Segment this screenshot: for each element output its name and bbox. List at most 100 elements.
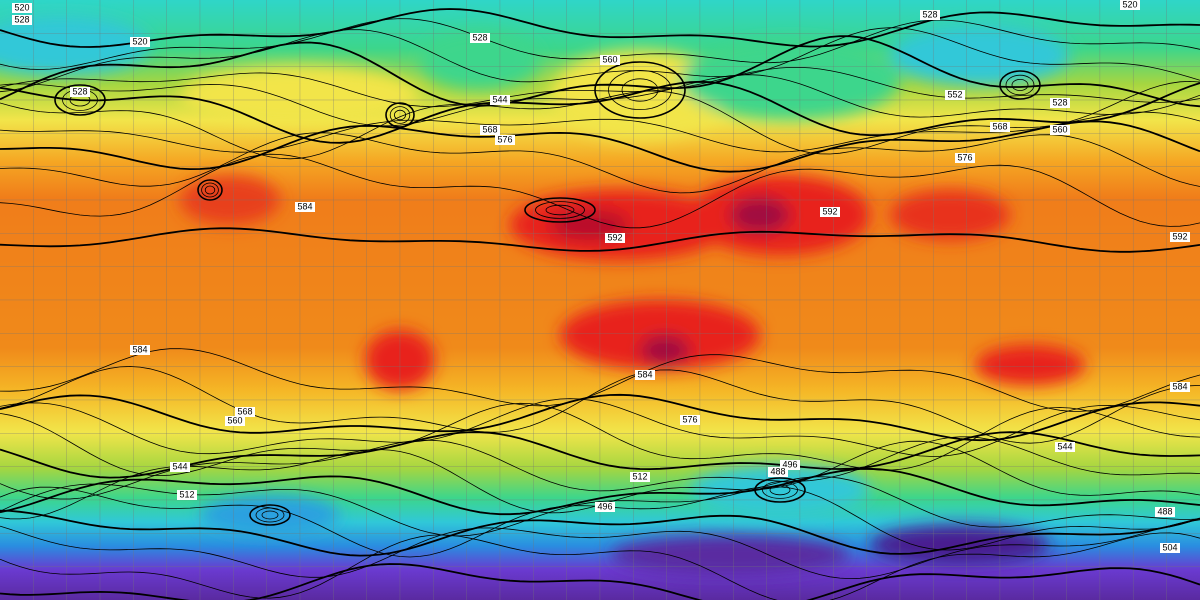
closed-contour [762, 481, 798, 499]
label-box [600, 55, 620, 65]
contour-line [0, 402, 1200, 477]
contour-line [0, 8, 1200, 48]
contour-label: 528 [72, 86, 87, 96]
contour-label: 488 [770, 466, 785, 476]
closed-contour [385, 102, 415, 128]
closed-contour [608, 70, 672, 111]
contour-label: 528 [14, 14, 29, 24]
label-box [225, 416, 245, 426]
contour-label: 512 [632, 471, 647, 481]
contour-line [0, 467, 1200, 516]
contour-line [0, 431, 1200, 479]
label-box [470, 33, 490, 43]
contour-label: 520 [132, 36, 147, 46]
contour-label: 576 [957, 152, 972, 162]
contour-label: 520 [1122, 0, 1137, 9]
label-box [295, 202, 315, 212]
contour-label: 568 [992, 121, 1007, 131]
contour-label: 584 [132, 344, 147, 354]
closed-contour [393, 109, 406, 121]
contour-label: 560 [602, 54, 617, 64]
label-box [130, 37, 150, 47]
label-box [955, 153, 975, 163]
contour-line [0, 398, 1200, 457]
label-box [12, 3, 32, 13]
contour-label: 544 [172, 461, 187, 471]
closed-contour [535, 201, 585, 219]
label-box [235, 407, 255, 417]
contour-label: 512 [179, 489, 194, 499]
contour-label: 592 [1172, 231, 1187, 241]
closed-contour [999, 70, 1041, 100]
contour-label: 528 [922, 9, 937, 19]
contour-line [0, 509, 1200, 557]
label-box [605, 233, 625, 243]
contour-line [0, 111, 1200, 153]
label-box [990, 122, 1010, 132]
label-box [595, 502, 615, 512]
contour-label: 504 [1162, 542, 1177, 552]
label-box [945, 90, 965, 100]
closed-contour [255, 507, 285, 523]
closed-contour [754, 477, 806, 503]
label-box [780, 460, 800, 470]
closed-contour [261, 510, 279, 520]
contour-label: 592 [607, 232, 622, 242]
contour-line [0, 348, 1200, 412]
label-box [490, 95, 510, 105]
contour-line [0, 27, 1200, 93]
temperature-blobs [0, 15, 1085, 575]
label-box [920, 10, 940, 20]
contour-label: 544 [492, 94, 507, 104]
contour-label: 488 [1157, 506, 1172, 516]
contour-line [0, 476, 1200, 537]
contour-label: 560 [227, 415, 242, 425]
closed-contour [249, 504, 291, 526]
contour-line [0, 153, 1200, 229]
contour-line [0, 532, 1200, 600]
contour-label: 592 [822, 206, 837, 216]
closed-contour [621, 78, 659, 102]
label-box [1055, 442, 1075, 452]
contour-label: 520 [14, 2, 29, 12]
label-box [70, 87, 90, 97]
contour-label: 528 [1052, 97, 1067, 107]
contour-line [0, 120, 1200, 173]
contour-line [0, 227, 1200, 253]
label-box [1120, 0, 1140, 10]
contour-label: 496 [782, 459, 797, 469]
contour-label: 544 [1057, 441, 1072, 451]
label-box [768, 467, 788, 477]
label-box [170, 462, 190, 472]
contour-label: 568 [482, 124, 497, 134]
closed-contour [389, 106, 411, 124]
contour-line [0, 132, 1200, 194]
label-box [1160, 543, 1180, 553]
label-box [680, 415, 700, 425]
height-contours [0, 8, 1200, 600]
contour-label: 584 [297, 201, 312, 211]
closed-contour [54, 84, 106, 116]
contour-label: 560 [1052, 124, 1067, 134]
label-box [1050, 98, 1070, 108]
contour-label: 568 [237, 406, 252, 416]
label-box [1170, 382, 1190, 392]
label-box [480, 125, 500, 135]
contour-label: 496 [597, 501, 612, 511]
closed-contour [545, 204, 575, 216]
contour-label: 528 [472, 32, 487, 42]
closed-contour [1011, 79, 1029, 92]
label-box [495, 135, 515, 145]
contour-line [0, 67, 1200, 108]
contour-label: 584 [1172, 381, 1187, 391]
contour-label: 576 [497, 134, 512, 144]
closed-contour [594, 61, 686, 119]
contour-line [0, 519, 1200, 580]
contour-line [0, 563, 1200, 600]
contour-line [0, 393, 1200, 442]
label-box [1050, 125, 1070, 135]
closed-contour [201, 182, 219, 198]
closed-contour [524, 197, 596, 223]
closed-contour [1005, 74, 1035, 96]
